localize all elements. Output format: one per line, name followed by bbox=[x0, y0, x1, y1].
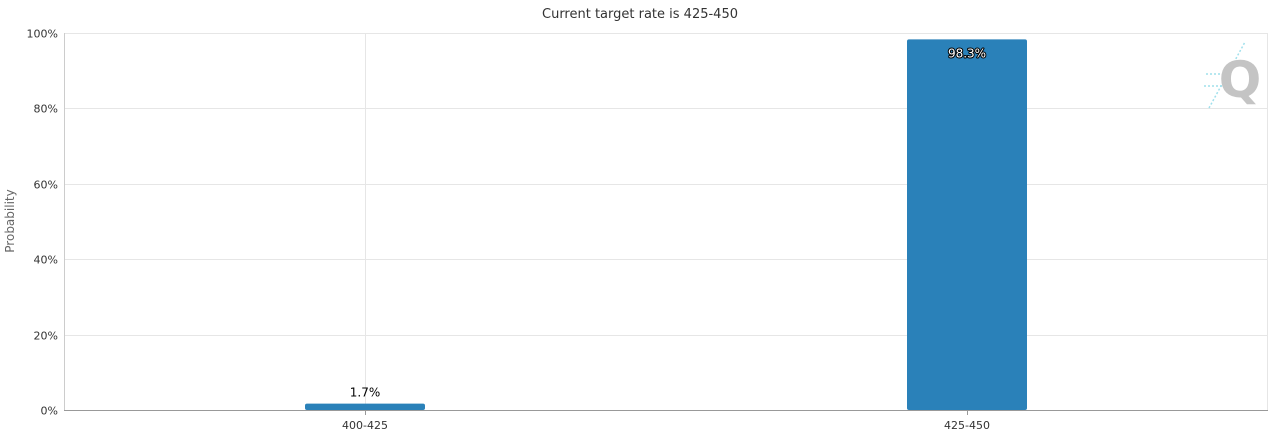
bar[interactable] bbox=[907, 39, 1027, 411]
bar-value-label: 1.7% bbox=[350, 386, 381, 400]
y-tick-label: 20% bbox=[34, 330, 58, 343]
bars-layer: 1.7% 98.3% bbox=[305, 39, 1027, 411]
bar[interactable] bbox=[305, 403, 425, 410]
x-tick-label: 425-450 bbox=[944, 419, 990, 432]
quikstrike-logo-icon: Q bbox=[1204, 41, 1262, 109]
y-tick-label: 80% bbox=[34, 103, 58, 116]
x-tick-label: 400-425 bbox=[342, 419, 388, 432]
chart-title: Current target rate is 425-450 bbox=[542, 7, 738, 22]
y-tick-label: 0% bbox=[41, 405, 58, 418]
y-tick-label: 60% bbox=[34, 179, 58, 192]
y-tick-label: 100% bbox=[27, 28, 58, 41]
gridlines bbox=[64, 33, 1268, 411]
y-tick-label: 40% bbox=[34, 254, 58, 267]
y-axis-label: Probability bbox=[3, 189, 17, 252]
bar-value-label: 98.3% bbox=[948, 46, 986, 60]
x-axis-ticks: 400-425 425-450 bbox=[342, 410, 990, 432]
logo-letter: Q bbox=[1219, 51, 1262, 109]
y-axis-ticks: 0% 20% 40% 60% 80% 100% bbox=[27, 28, 58, 418]
